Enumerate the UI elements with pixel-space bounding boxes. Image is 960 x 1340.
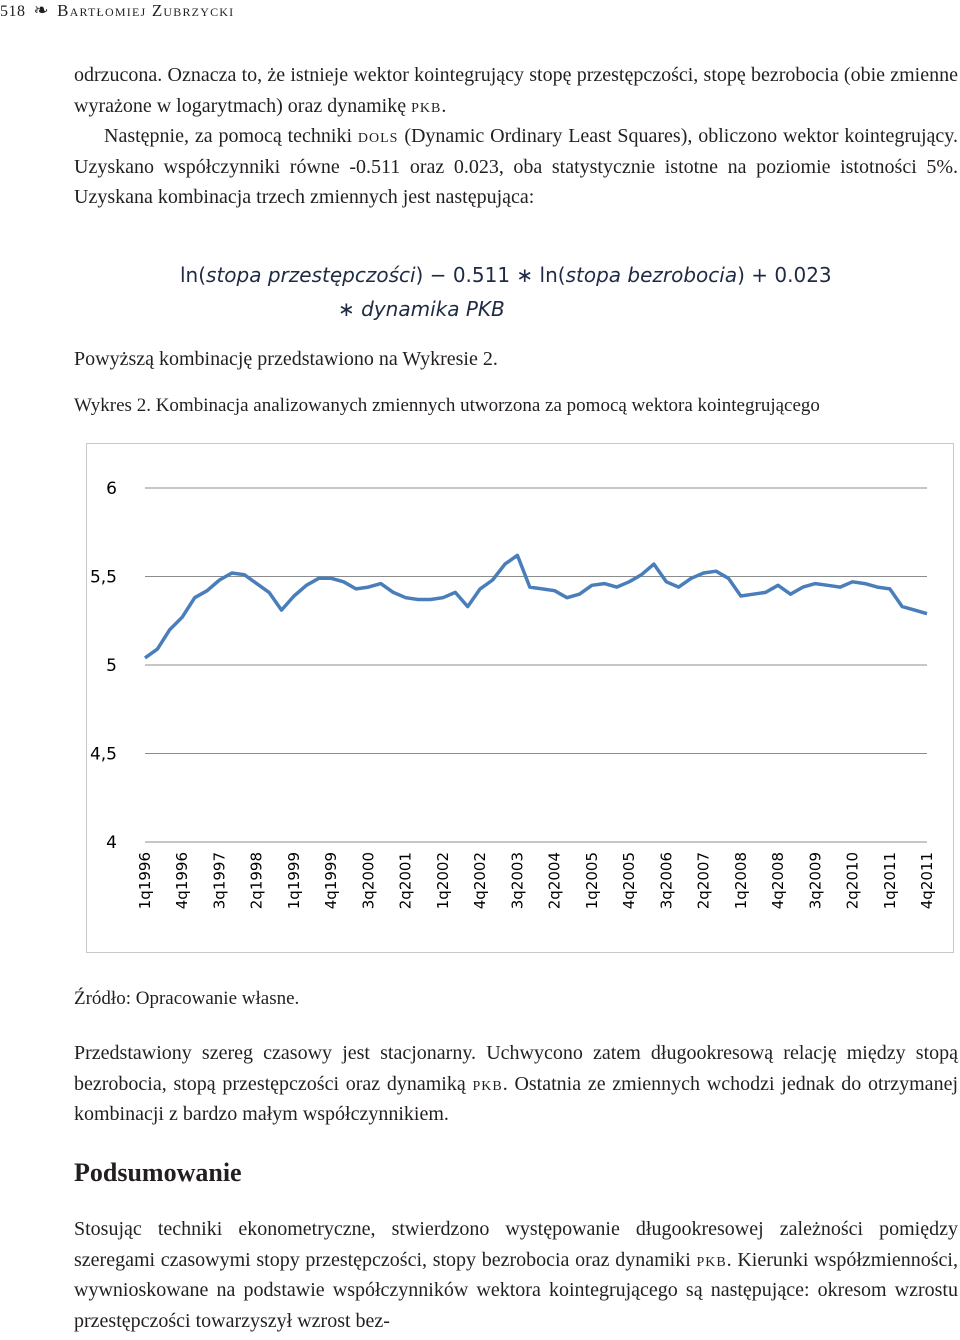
page-number: 518 — [0, 3, 26, 20]
x-tick-label: 1q2011 — [881, 852, 899, 909]
x-tick-label: 2q2001 — [397, 852, 415, 909]
fleuron-icon: ❧ — [33, 0, 50, 20]
x-tick-label: 3q2009 — [806, 852, 824, 909]
paragraph-1: odrzucona. Oznacza to, że istnieje wekto… — [74, 60, 958, 121]
running-head-author: Bartłomiej Zubrzycki — [57, 1, 235, 20]
x-tick-label: 3q2006 — [657, 852, 675, 909]
body-text-top: odrzucona. Oznacza to, że istnieje wekto… — [74, 60, 958, 213]
x-tick-label: 2q2004 — [546, 852, 564, 909]
abbr-pkb: pkb — [472, 1072, 503, 1095]
running-head: 518 ❧ Bartłomiej Zubrzycki — [0, 0, 234, 21]
series-line — [143, 553, 928, 660]
x-tick-label: 1q1996 — [136, 852, 154, 909]
x-tick-label: 1q2002 — [434, 852, 452, 909]
x-tick-label: 4q2008 — [769, 852, 787, 909]
x-tick-label: 2q1998 — [248, 852, 266, 909]
x-tick-label: 4q2002 — [471, 852, 489, 909]
equation-line-2: ∗ dynamika PKB — [338, 297, 505, 321]
paragraph-5: Stosując techniki ekonometryczne, stwier… — [74, 1218, 958, 1332]
line-chart: 6 5,5 5 4,5 4 1q1996 4q1996 3q1997 2q1998 1q1999 4… — [86, 443, 954, 953]
section-heading: Podsumowanie — [74, 1158, 242, 1187]
abbr-pkb: pkb — [696, 1248, 727, 1271]
figure-caption: Wykres 2. Kombinacja analizowanych zmien… — [74, 395, 820, 416]
equation-line-1: ln(stopa przestępczości) − 0.511 ∗ ln(st… — [180, 263, 832, 287]
y-tick-label: 4,5 — [90, 745, 117, 765]
y-tick-label: 5 — [106, 656, 117, 676]
x-tick-label: 3q2000 — [359, 852, 377, 909]
chart-svg: 6 5,5 5 4,5 4 1q1996 4q1996 3q1997 2q1998 1q1999 4… — [90, 479, 936, 909]
figure-source: Źródło: Opracowanie własne. — [74, 988, 300, 1009]
x-tick-label: 3q1997 — [211, 852, 229, 909]
y-tick-label: 5,5 — [90, 568, 117, 588]
paragraph-2: Następnie, za pomocą techniki dols (Dyna… — [74, 121, 958, 213]
x-tick-label: 2q2010 — [844, 852, 862, 909]
x-tick-label: 1q2005 — [583, 852, 601, 909]
x-tick-label: 2q2007 — [695, 852, 713, 909]
y-tick-label: 4 — [106, 833, 117, 853]
x-tick-label: 1q2008 — [732, 852, 750, 909]
paragraph-2-text: Następnie, za pomocą techniki — [104, 125, 358, 148]
y-tick-label: 6 — [106, 479, 117, 499]
abbr-dols: dols — [357, 125, 399, 148]
x-tick-label: 4q1996 — [173, 852, 191, 909]
paragraph-1-text: odrzucona. Oznacza to, że istnieje wekto… — [74, 64, 958, 117]
equation: ln(stopa przestępczości) − 0.511 ∗ ln(st… — [180, 258, 880, 326]
x-tick-label: 4q1999 — [322, 852, 340, 909]
x-tick-label: 4q2005 — [620, 852, 638, 909]
paragraph-1-end: . — [441, 94, 447, 117]
x-tick-label: 1q1999 — [285, 852, 303, 909]
paragraph-4: Przedstawiony szereg czasowy jest stacjo… — [74, 1042, 958, 1126]
paragraph-2-end: (Dynamic Ordinary Least Squares), oblicz… — [74, 125, 958, 209]
paragraph-3: Powyższą kombinację przedstawiono na Wyk… — [74, 348, 498, 370]
abbr-pkb: pkb — [411, 94, 442, 117]
x-tick-label: 3q2003 — [508, 852, 526, 909]
x-tick-label: 4q2011 — [918, 852, 936, 909]
